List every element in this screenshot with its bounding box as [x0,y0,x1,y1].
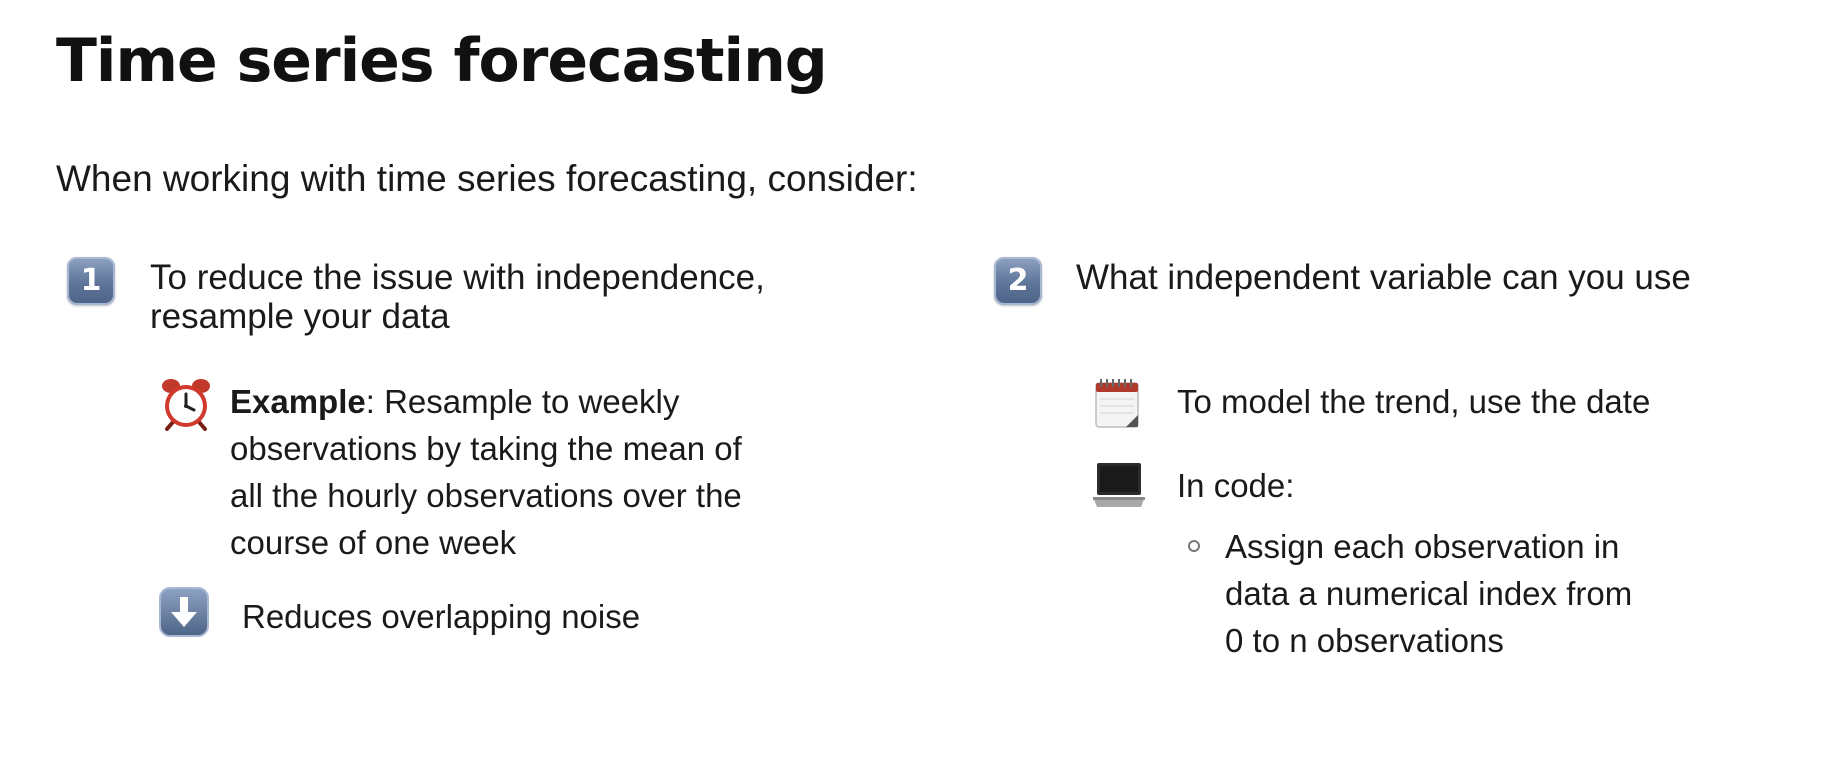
bullet-line1: Assign each observation in [1225,528,1620,565]
bullet-line3: 0 to n observations [1225,622,1504,659]
bullet-line2: data a numerical index from [1225,575,1633,612]
result-text: Reduces overlapping noise [242,598,641,635]
example-line1: : Resample to weekly [365,383,680,420]
number-one-badge: 1 [67,257,115,305]
example-line4: course of one week [230,524,517,561]
trend-text: To model the trend, use the date [1177,383,1651,420]
calendar-icon [1095,379,1139,428]
example-line2: observations by taking the mean of [230,430,742,467]
example-text: Example: Resample to weekly observations… [230,378,742,566]
intro-text: When working with time series forecastin… [56,158,918,199]
example-label: Example [230,383,366,420]
left-heading-line2: resample your data [150,297,450,336]
code-label: In code: [1177,467,1295,504]
bullet-text: Assign each observation in data a numeri… [1225,523,1632,664]
left-heading: To reduce the issue with independence, r… [150,258,765,336]
laptop-icon [1093,463,1145,507]
page-title: Time series forecasting [56,26,828,96]
example-line3: all the hourly observations over the [230,477,742,514]
right-heading: What independent variable can you use [1076,258,1691,297]
down-arrow-icon [159,587,209,637]
alarm-clock-icon [162,379,210,431]
number-two-badge: 2 [994,257,1042,305]
left-heading-line1: To reduce the issue with independence, [150,258,765,297]
bullet-circle-icon [1188,540,1200,552]
